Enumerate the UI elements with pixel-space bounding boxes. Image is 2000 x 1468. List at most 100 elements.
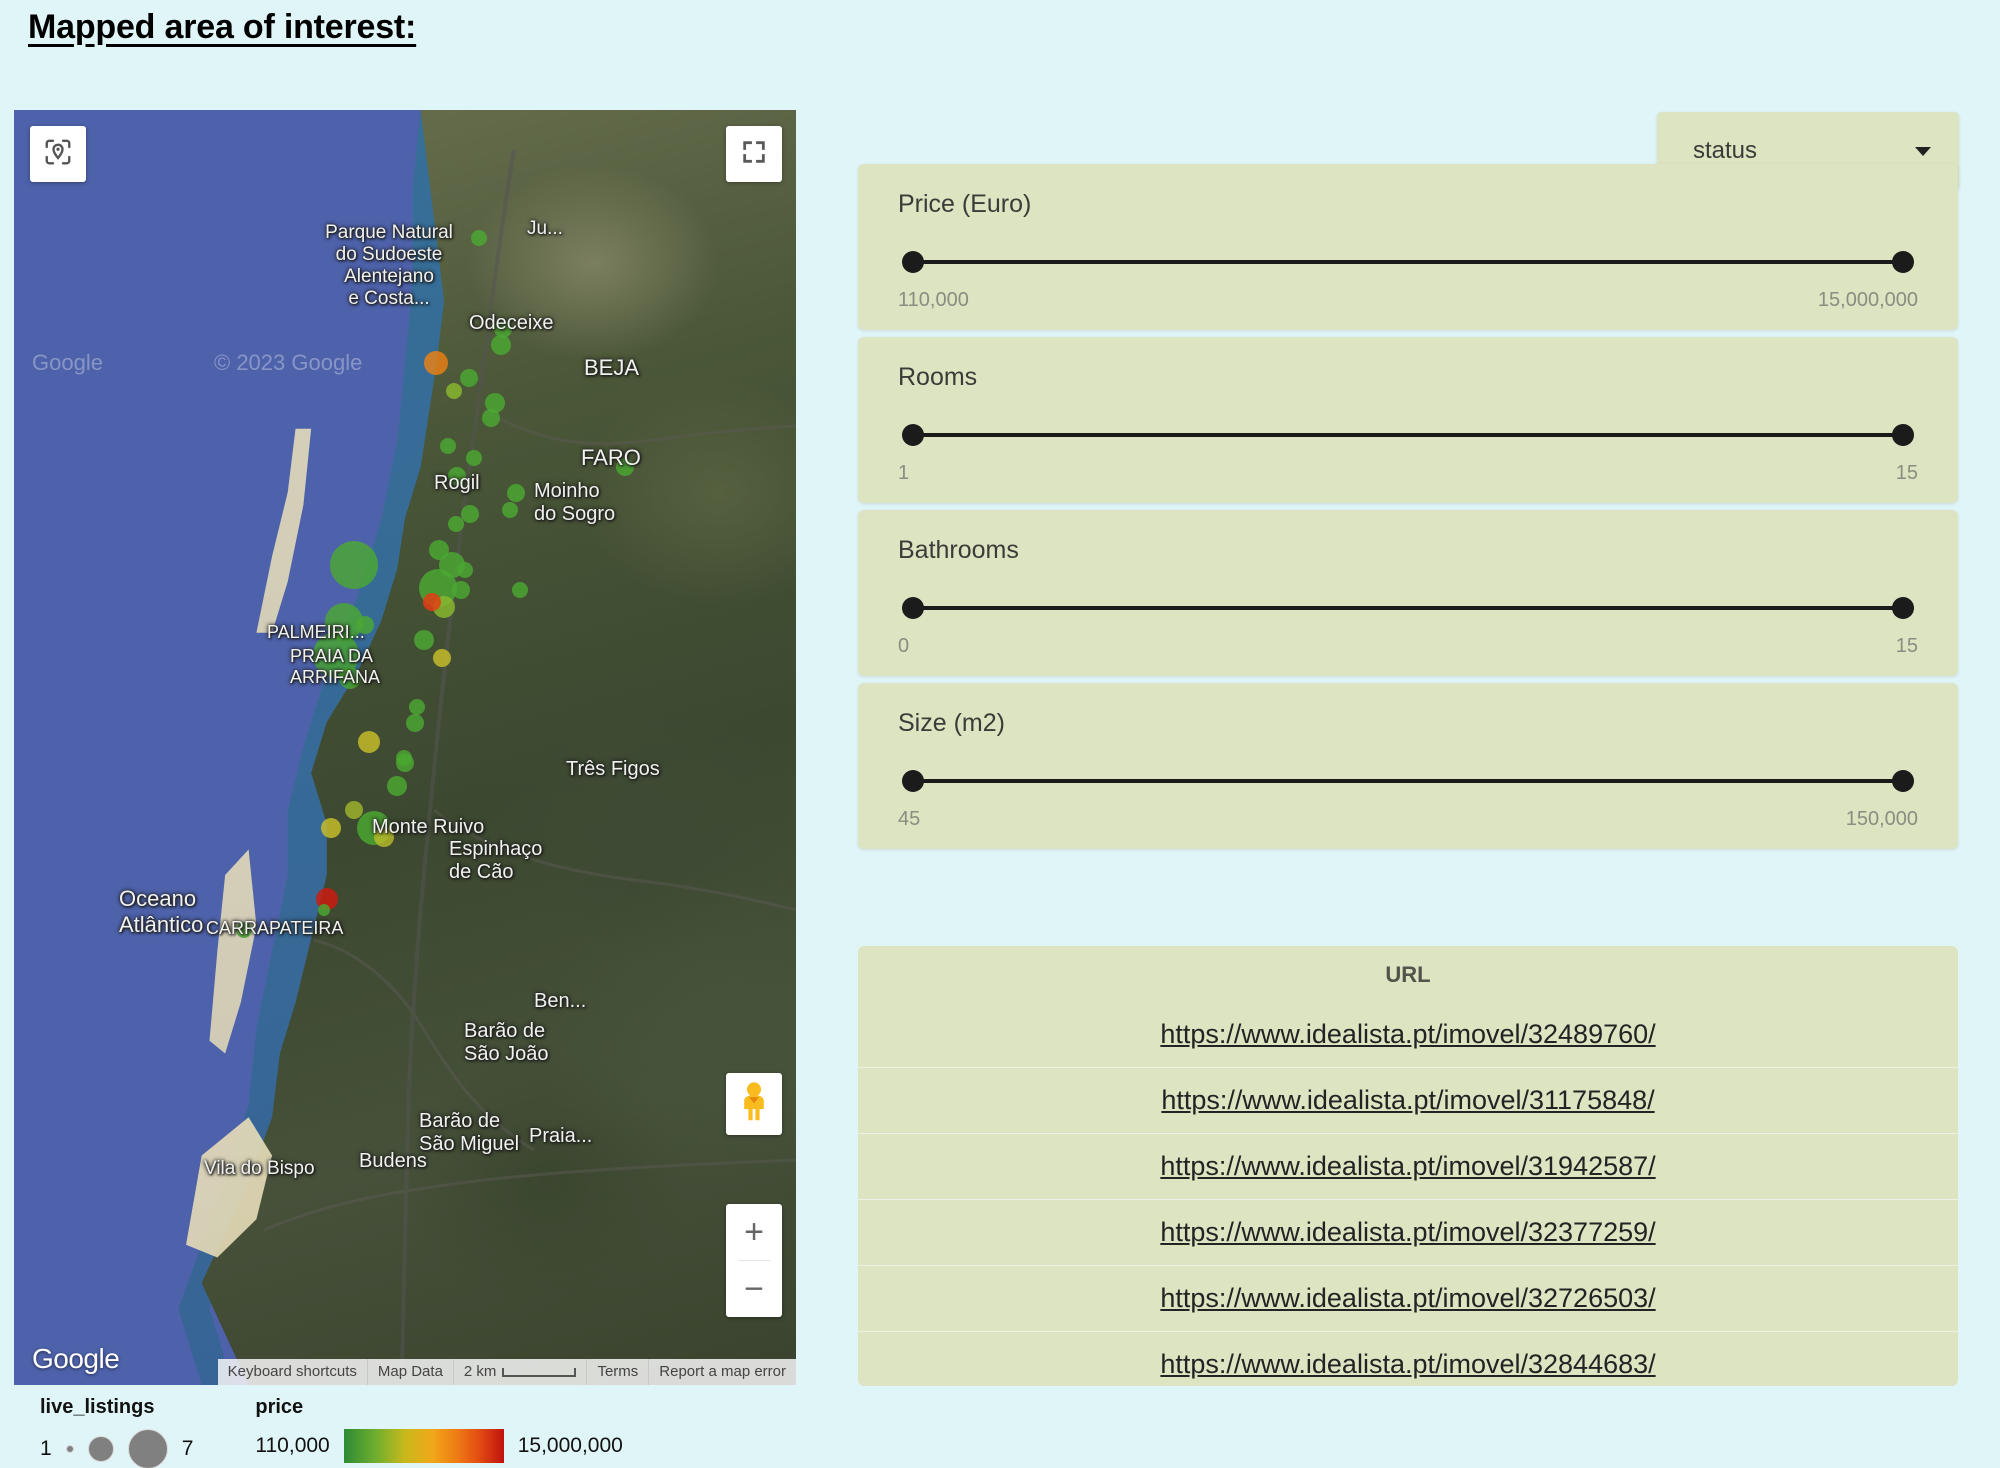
- map-marker[interactable]: [507, 484, 525, 502]
- map-marker[interactable]: [485, 393, 505, 413]
- listing-url-link[interactable]: https://www.idealista.pt/imovel/32726503…: [1160, 1283, 1656, 1313]
- scale-bar-icon: [502, 1367, 577, 1377]
- map-container[interactable]: Parque Natural do Sudoeste Alentejano e …: [14, 110, 796, 1385]
- map-marker[interactable]: [512, 582, 528, 598]
- filter-slider-bathrooms[interactable]: Bathrooms 0 15: [858, 510, 1958, 676]
- map-marker[interactable]: [471, 230, 487, 246]
- slider-track-row[interactable]: [902, 595, 1914, 621]
- map-marker[interactable]: [374, 827, 394, 847]
- slider-label: Rooms: [898, 363, 978, 391]
- listing-url-link[interactable]: https://www.idealista.pt/imovel/32844683…: [1160, 1349, 1656, 1379]
- map-marker[interactable]: [318, 904, 330, 916]
- map-data-link[interactable]: Map Data: [366, 1359, 453, 1385]
- legend-color-min: 110,000: [255, 1434, 330, 1457]
- table-row: https://www.idealista.pt/imovel/32489760…: [858, 1002, 1958, 1067]
- slider-handle-max[interactable]: [1892, 770, 1914, 792]
- map-marker[interactable]: [452, 581, 470, 599]
- legend-circle-medium-icon: [87, 1436, 114, 1462]
- price-color-gradient-icon: [343, 1429, 504, 1463]
- slider-max-label: 150,000: [1845, 808, 1918, 830]
- map-attribution-bar: Keyboard shortcuts Map Data 2 km Terms R…: [217, 1359, 796, 1385]
- map-marker[interactable]: [330, 541, 378, 589]
- map-marker[interactable]: [423, 593, 441, 611]
- slider-handle-max[interactable]: [1892, 424, 1914, 446]
- map-canvas[interactable]: Parque Natural do Sudoeste Alentejano e …: [14, 110, 796, 1385]
- slider-range-labels: 110,000 15,000,000: [898, 289, 1918, 312]
- slider-label: Price (Euro): [898, 190, 1032, 218]
- zoom-in-button[interactable]: +: [744, 1213, 764, 1251]
- slider-handle-max[interactable]: [1892, 251, 1914, 273]
- legend-circle-small-icon: [65, 1445, 74, 1453]
- map-marker[interactable]: [396, 750, 412, 766]
- slider-handle-min[interactable]: [902, 597, 924, 619]
- listing-url-link[interactable]: https://www.idealista.pt/imovel/32377259…: [1160, 1217, 1656, 1247]
- slider-track-row[interactable]: [902, 249, 1914, 275]
- slider-track[interactable]: [912, 260, 1904, 264]
- slider-track-row[interactable]: [902, 422, 1914, 448]
- listing-url-link[interactable]: https://www.idealista.pt/imovel/31175848…: [1161, 1085, 1655, 1115]
- table-row: https://www.idealista.pt/imovel/31942587…: [858, 1133, 1958, 1199]
- chevron-down-icon: [1915, 146, 1931, 156]
- map-marker[interactable]: [448, 467, 466, 485]
- map-marker[interactable]: [414, 630, 434, 650]
- fullscreen-button[interactable]: [726, 126, 782, 182]
- map-marker[interactable]: [345, 801, 363, 819]
- url-results-table: URL https://www.idealista.pt/imovel/3248…: [858, 946, 1958, 1386]
- zoom-controls[interactable]: + −: [726, 1204, 782, 1317]
- report-map-error-link[interactable]: Report a map error: [648, 1359, 796, 1385]
- slider-track[interactable]: [912, 606, 1904, 610]
- map-marker[interactable]: [236, 922, 252, 938]
- map-marker[interactable]: [494, 320, 512, 338]
- slider-handle-min[interactable]: [902, 251, 924, 273]
- legend-size-block: live_listings 1 7: [40, 1396, 193, 1468]
- zoom-out-button[interactable]: −: [744, 1270, 764, 1308]
- map-marker[interactable]: [321, 818, 341, 838]
- map-marker[interactable]: [461, 505, 479, 523]
- map-marker[interactable]: [491, 335, 511, 355]
- map-marker[interactable]: [409, 699, 425, 715]
- map-marker[interactable]: [433, 649, 451, 667]
- map-marker[interactable]: [502, 502, 518, 518]
- map-scale: 2 km: [452, 1359, 587, 1385]
- listing-url-link[interactable]: https://www.idealista.pt/imovel/32489760…: [1160, 1019, 1656, 1049]
- slider-handle-min[interactable]: [902, 770, 924, 792]
- keyboard-shortcuts-link[interactable]: Keyboard shortcuts: [227, 1363, 357, 1380]
- zoom-divider: [738, 1260, 770, 1261]
- filter-slider-price[interactable]: Price (Euro) 110,000 15,000,000: [858, 164, 1958, 330]
- recenter-map-button[interactable]: [30, 126, 86, 182]
- terms-link[interactable]: Terms: [586, 1359, 648, 1385]
- map-marker[interactable]: [482, 409, 500, 427]
- map-marker[interactable]: [616, 458, 634, 476]
- map-marker[interactable]: [466, 450, 482, 466]
- map-marker[interactable]: [424, 351, 448, 375]
- slider-range-labels: 1 15: [898, 462, 1918, 485]
- map-marker[interactable]: [339, 667, 361, 689]
- map-marker[interactable]: [457, 562, 473, 578]
- map-marker[interactable]: [460, 369, 478, 387]
- legend-circle-large-icon: [127, 1429, 168, 1468]
- street-view-pegman-button[interactable]: [726, 1073, 782, 1135]
- slider-handle-min[interactable]: [902, 424, 924, 446]
- map-marker[interactable]: [448, 516, 464, 532]
- slider-track-row[interactable]: [902, 768, 1914, 794]
- slider-max-label: 15: [1895, 635, 1918, 657]
- slider-handle-max[interactable]: [1892, 597, 1914, 619]
- listing-url-link[interactable]: https://www.idealista.pt/imovel/31942587…: [1160, 1151, 1656, 1181]
- table-row: https://www.idealista.pt/imovel/31175848…: [858, 1067, 1958, 1133]
- filter-slider-size[interactable]: Size (m2) 45 150,000: [858, 683, 1958, 849]
- map-marker[interactable]: [406, 714, 424, 732]
- map-marker[interactable]: [358, 731, 380, 753]
- slider-min-label: 45: [898, 808, 921, 830]
- map-marker[interactable]: [387, 776, 407, 796]
- map-marker[interactable]: [356, 616, 374, 634]
- map-marker[interactable]: [440, 438, 456, 454]
- legend-color-scale: 110,000 15,000,000: [255, 1429, 623, 1463]
- map-marker[interactable]: [446, 383, 462, 399]
- location-pin-bracket-icon: [43, 137, 73, 172]
- table-row: https://www.idealista.pt/imovel/32844683…: [858, 1331, 1958, 1386]
- slider-track[interactable]: [912, 779, 1904, 783]
- slider-track[interactable]: [912, 433, 1904, 437]
- url-rows-body: https://www.idealista.pt/imovel/32489760…: [858, 1002, 1958, 1386]
- filter-slider-rooms[interactable]: Rooms 1 15: [858, 337, 1958, 503]
